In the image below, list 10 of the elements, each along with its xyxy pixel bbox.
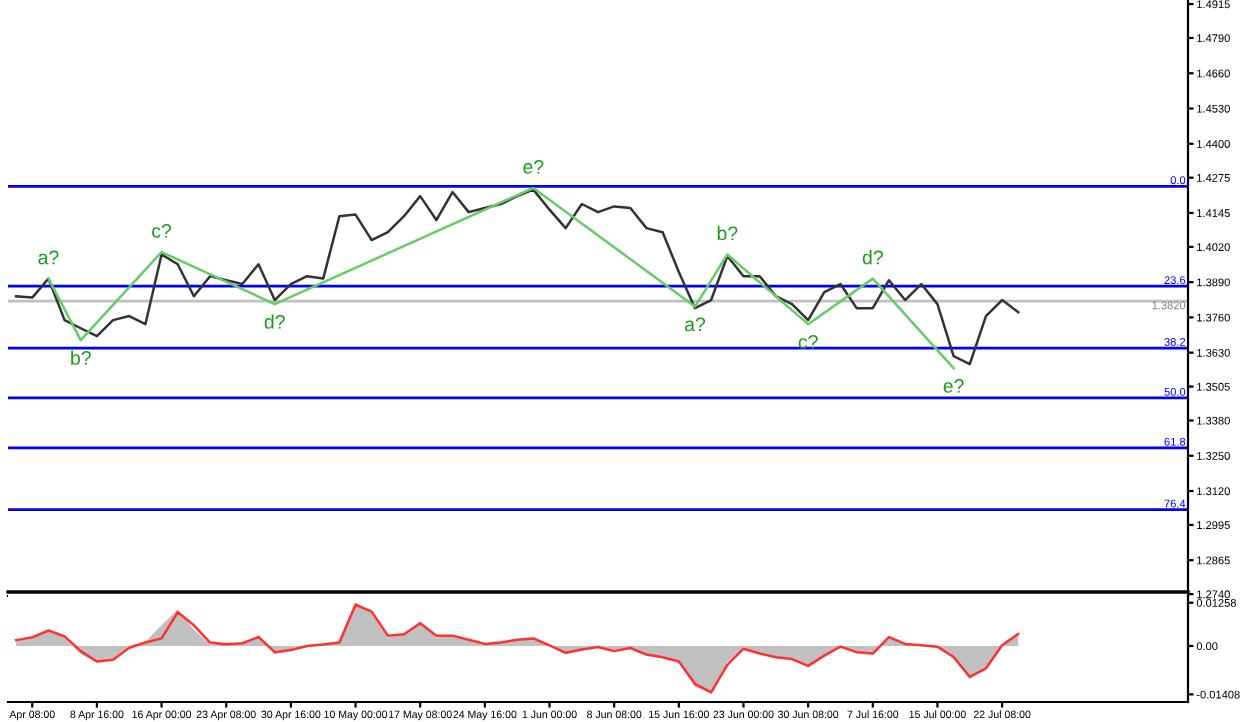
annotation: c? [152, 224, 172, 238]
annotation: e? [523, 160, 544, 174]
annotation: b? [71, 350, 91, 365]
annotation: d? [862, 250, 883, 265]
annotation: a? [38, 250, 59, 265]
annotation: c? [798, 335, 818, 349]
annotation: a? [685, 317, 706, 332]
annotation: b? [717, 225, 738, 241]
annotation: e? [943, 379, 964, 393]
annotation: d? [264, 314, 285, 329]
